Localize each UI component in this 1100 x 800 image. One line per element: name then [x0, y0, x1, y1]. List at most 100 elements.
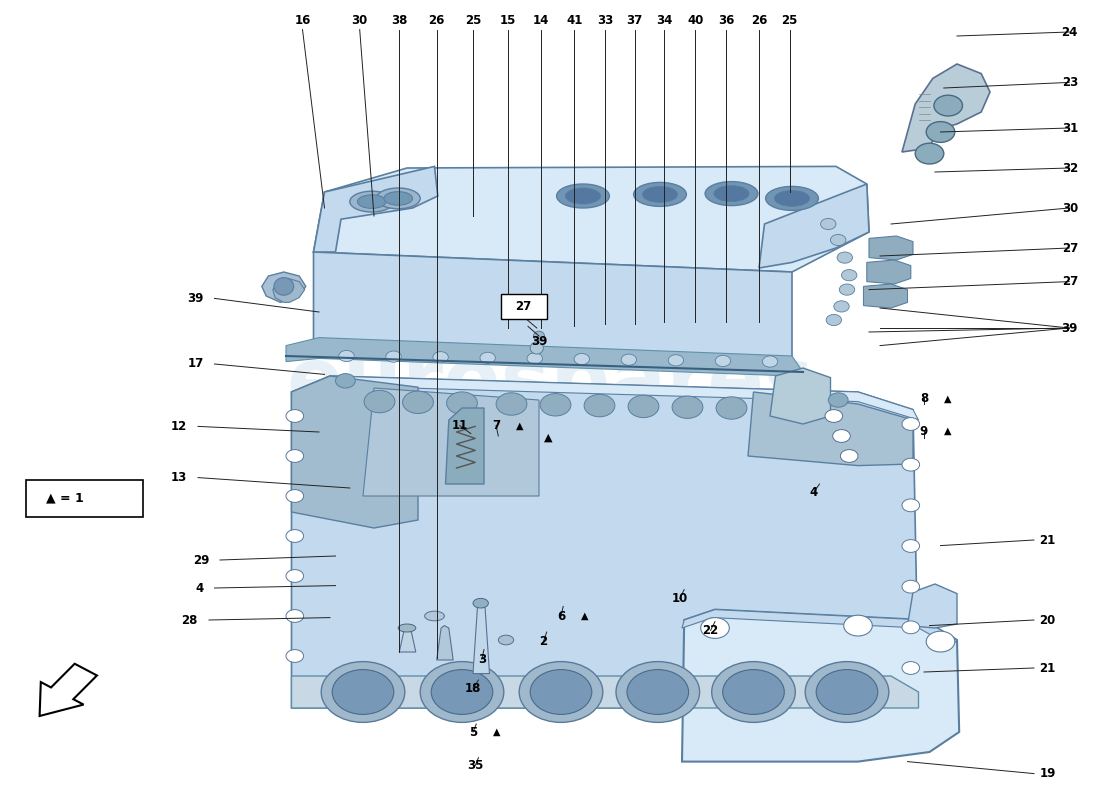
Text: 41: 41 — [566, 14, 582, 26]
Ellipse shape — [714, 186, 749, 202]
Circle shape — [902, 662, 920, 674]
Polygon shape — [864, 284, 907, 308]
Text: 3: 3 — [477, 653, 486, 666]
Circle shape — [723, 670, 784, 714]
Circle shape — [902, 621, 920, 634]
Circle shape — [668, 354, 683, 366]
Circle shape — [364, 390, 395, 413]
Circle shape — [701, 618, 729, 638]
Text: 40: 40 — [688, 14, 703, 26]
Polygon shape — [867, 260, 911, 284]
Circle shape — [915, 143, 944, 164]
Text: 33: 33 — [597, 14, 613, 26]
Polygon shape — [262, 272, 306, 302]
Text: 38: 38 — [392, 14, 407, 26]
Polygon shape — [446, 408, 484, 484]
Text: 27: 27 — [1062, 242, 1078, 254]
Text: 18: 18 — [465, 682, 481, 694]
Circle shape — [584, 394, 615, 417]
Text: 13: 13 — [170, 471, 187, 484]
Text: ▲ = 1: ▲ = 1 — [46, 492, 84, 505]
Text: 35: 35 — [468, 759, 483, 772]
FancyBboxPatch shape — [500, 294, 547, 319]
Circle shape — [828, 393, 848, 407]
Polygon shape — [292, 376, 918, 708]
Text: 23: 23 — [1062, 76, 1078, 89]
Circle shape — [621, 354, 637, 366]
Circle shape — [839, 284, 855, 295]
Circle shape — [403, 391, 433, 414]
Polygon shape — [292, 376, 418, 528]
Ellipse shape — [766, 186, 818, 210]
Circle shape — [840, 450, 858, 462]
Circle shape — [447, 392, 477, 414]
Ellipse shape — [358, 195, 386, 208]
Circle shape — [715, 355, 730, 366]
Text: ▲: ▲ — [581, 611, 589, 621]
Circle shape — [902, 499, 920, 512]
Circle shape — [480, 352, 495, 363]
FancyBboxPatch shape — [26, 480, 143, 517]
Text: 8: 8 — [920, 392, 928, 405]
FancyArrow shape — [40, 664, 97, 716]
Circle shape — [386, 351, 402, 362]
Circle shape — [286, 570, 304, 582]
Text: 16: 16 — [295, 14, 310, 26]
Text: 4: 4 — [196, 582, 204, 594]
Text: 21: 21 — [1040, 662, 1056, 674]
Text: 30: 30 — [1062, 202, 1078, 214]
Circle shape — [628, 395, 659, 418]
Text: 32: 32 — [1062, 162, 1078, 174]
Ellipse shape — [498, 635, 514, 645]
Polygon shape — [770, 368, 830, 424]
Circle shape — [926, 631, 955, 652]
Polygon shape — [682, 610, 957, 646]
Polygon shape — [292, 676, 918, 708]
Text: 21: 21 — [1040, 534, 1056, 546]
Circle shape — [336, 374, 355, 388]
Text: 25: 25 — [465, 14, 481, 26]
Text: 6: 6 — [557, 610, 565, 622]
Text: 26: 26 — [429, 14, 444, 26]
Text: 17: 17 — [187, 358, 204, 370]
Ellipse shape — [530, 342, 543, 354]
Circle shape — [826, 314, 842, 326]
Text: 27: 27 — [516, 300, 531, 313]
Text: 28: 28 — [182, 614, 198, 626]
Text: 37: 37 — [627, 14, 642, 26]
Circle shape — [286, 490, 304, 502]
Circle shape — [321, 662, 405, 722]
Polygon shape — [314, 166, 438, 252]
Text: 4: 4 — [810, 486, 818, 498]
Circle shape — [286, 450, 304, 462]
Circle shape — [519, 662, 603, 722]
Circle shape — [825, 410, 843, 422]
Circle shape — [672, 396, 703, 418]
Circle shape — [805, 662, 889, 722]
Circle shape — [830, 234, 846, 246]
Text: 39: 39 — [1062, 322, 1078, 334]
Circle shape — [821, 218, 836, 230]
Circle shape — [902, 418, 920, 430]
Ellipse shape — [565, 188, 601, 204]
Text: 11: 11 — [452, 419, 468, 432]
Text: ▲: ▲ — [493, 727, 500, 737]
Circle shape — [530, 670, 592, 714]
Text: 30: 30 — [352, 14, 367, 26]
Circle shape — [816, 670, 878, 714]
Polygon shape — [748, 392, 913, 466]
Polygon shape — [902, 64, 990, 152]
Polygon shape — [473, 605, 490, 674]
Circle shape — [433, 352, 449, 363]
Circle shape — [842, 270, 857, 281]
Text: 39: 39 — [531, 335, 547, 348]
Ellipse shape — [642, 186, 678, 202]
Text: 25: 25 — [782, 14, 797, 26]
Text: 22: 22 — [703, 624, 718, 637]
Polygon shape — [292, 376, 918, 420]
Ellipse shape — [376, 188, 420, 209]
Text: ▲: ▲ — [944, 426, 952, 436]
Circle shape — [833, 430, 850, 442]
Ellipse shape — [425, 611, 444, 621]
Circle shape — [716, 397, 747, 419]
